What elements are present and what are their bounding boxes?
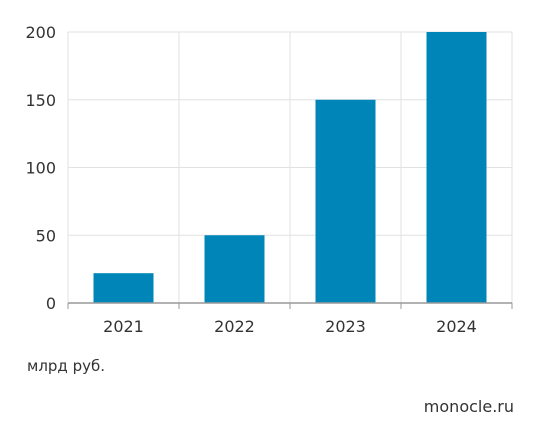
y-tick-label: 0 [46,294,56,313]
bar-2024 [426,32,487,303]
bars [93,32,487,303]
x-tick-labels: 2021 2022 2023 2024 [103,317,477,336]
x-tick-label: 2022 [214,317,255,336]
y-tick-label: 200 [25,23,56,42]
bar-2023 [315,99,376,303]
bar-2021 [93,273,154,303]
y-tick-label: 100 [25,159,56,178]
bar-2022 [204,235,265,303]
axes [67,302,513,309]
bar-chart: 0 50 100 150 200 2021 2022 2023 2024 [25,23,513,336]
x-tick-label: 2021 [103,317,144,336]
y-tick-labels: 0 50 100 150 200 [25,23,56,313]
grid-lines [67,31,513,303]
y-tick-label: 150 [25,91,56,110]
x-tick-label: 2023 [325,317,366,336]
y-tick-label: 50 [36,226,56,245]
source-label: monocle.ru [423,397,514,416]
x-tick-label: 2024 [436,317,477,336]
unit-label: млрд руб. [27,357,105,375]
